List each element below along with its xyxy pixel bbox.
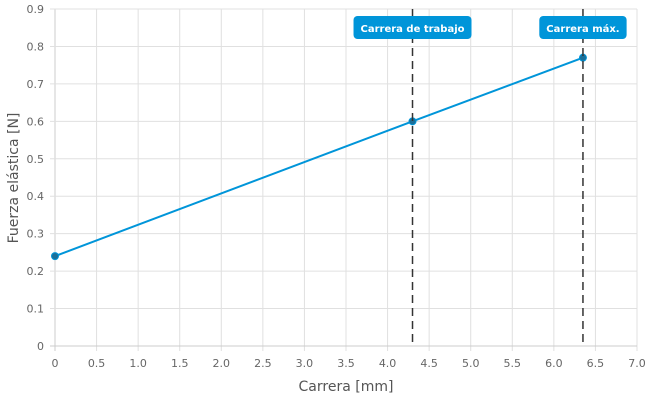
x-tick-label: 4.0 [379,357,397,370]
x-tick-label: 7.0 [628,357,646,370]
annotation-label: Carrera de trabajo [361,24,465,35]
y-axis-label: Fuerza elástica [N] [6,113,22,244]
x-axis-label: Carrera [mm] [299,379,394,395]
y-tick-label: 0.6 [27,115,45,128]
x-tick-label: 6.0 [545,357,563,370]
x-tick-label: 3.0 [296,357,314,370]
ticks: 0 0.5 1.0 1.5 2.0 2.5 3.0 3.5 4.0 4.5 5.0 5.5 6.0 6.5… [27,3,646,370]
series [51,53,587,261]
y-tick-label: 0.1 [27,303,45,316]
y-tick-label: 0.2 [27,265,45,278]
annotation-label-box [539,16,627,39]
x-tick-label: 1.5 [171,357,189,370]
y-tick-label: 0.4 [27,190,45,203]
y-tick-label: 0.9 [27,3,45,16]
x-tick-label: 2.5 [254,357,272,370]
grid [50,8,638,351]
y-tick-label: 0.7 [27,78,45,91]
x-tick-label: 6.5 [587,357,605,370]
x-tick-label: 5.5 [504,357,522,370]
x-tick-label: 2.0 [213,357,231,370]
y-tick-label: 0.5 [27,153,45,166]
data-point [51,252,59,261]
annotations: Carrera de trabajo Carrera máx. [353,9,627,346]
x-tick-label: 3.5 [337,357,355,370]
x-tick-label: 4.5 [420,357,438,370]
x-tick-label: 1.0 [129,357,147,370]
y-tick-label: 0.8 [27,40,45,53]
annotation-label: Carrera máx. [546,23,619,35]
x-tick-label: 0 [52,357,59,370]
x-tick-label: 5.0 [462,357,480,370]
series-line [54,56,584,258]
x-tick-label: 0.5 [88,357,106,370]
annotation-label-box [353,16,472,39]
y-tick-label: 0.3 [27,228,45,241]
y-tick-label: 0 [37,340,44,353]
